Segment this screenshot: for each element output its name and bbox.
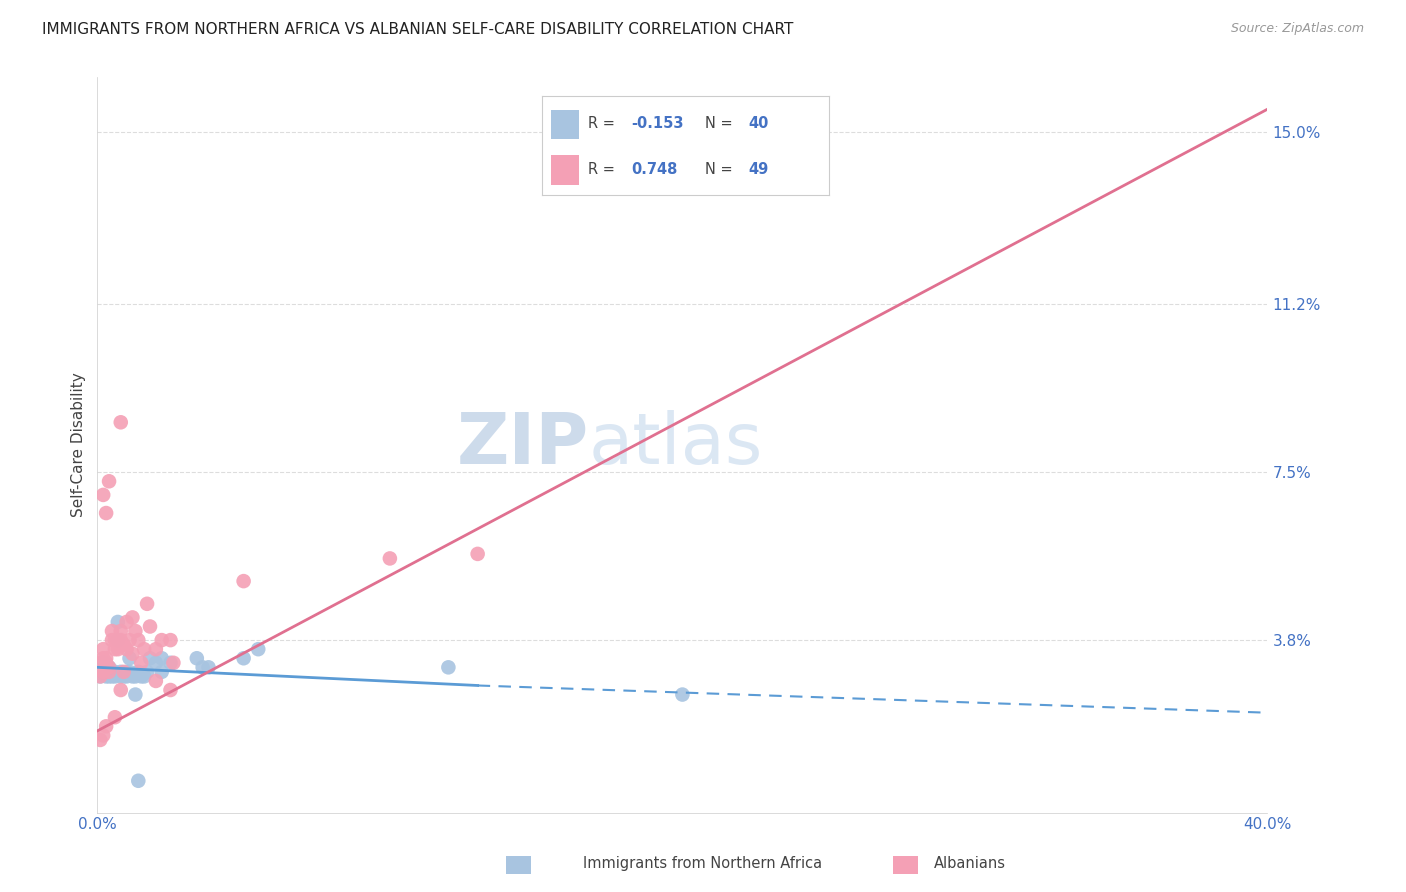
Point (150, 665, 173, 679)
Point (91, 665, 114, 679)
Point (247, 642, 270, 657)
Point (139, 619, 162, 633)
Point (134, 642, 156, 657)
Point (107, 642, 129, 657)
Point (197, 660, 219, 674)
Point (112, 669, 135, 683)
Point (115, 665, 138, 679)
Point (378, 551, 401, 566)
Point (101, 633, 124, 648)
Point (101, 669, 124, 683)
Point (89, 669, 111, 683)
Point (91, 728, 114, 742)
Point (94, 656, 117, 670)
Point (98, 475, 121, 489)
Text: Source: ZipAtlas.com: Source: ZipAtlas.com (1230, 22, 1364, 36)
Text: ZIP: ZIP (457, 410, 589, 480)
Point (232, 651, 254, 665)
Point (89, 656, 111, 670)
Point (104, 642, 127, 657)
Point (89, 733, 111, 747)
Point (127, 665, 149, 679)
Point (98, 665, 121, 679)
Point (110, 633, 132, 648)
Point (232, 574, 254, 588)
Point (91, 656, 114, 670)
Point (127, 633, 149, 648)
Point (94, 665, 117, 679)
Point (121, 610, 143, 624)
Point (150, 651, 173, 665)
Point (94, 669, 117, 683)
Point (150, 633, 173, 648)
Point (98, 660, 121, 674)
Point (110, 669, 132, 683)
Point (467, 547, 489, 561)
Point (159, 683, 181, 698)
Point (115, 615, 138, 629)
Point (145, 673, 167, 688)
Point (129, 656, 152, 670)
Point (145, 656, 167, 670)
Point (124, 669, 146, 683)
Point (136, 665, 159, 679)
Point (107, 633, 129, 648)
Point (91, 665, 114, 679)
Point (110, 683, 132, 698)
Point (104, 669, 127, 683)
Point (145, 642, 167, 657)
Point (159, 656, 181, 670)
Point (159, 633, 181, 648)
Point (104, 633, 127, 648)
Point (437, 660, 460, 674)
Point (118, 665, 141, 679)
Point (671, 688, 693, 702)
Point (124, 624, 146, 638)
Point (191, 660, 214, 674)
Text: atlas: atlas (589, 410, 763, 480)
Point (127, 773, 149, 788)
Point (118, 633, 141, 648)
Point (104, 710, 127, 724)
Point (134, 669, 156, 683)
Point (91, 651, 114, 665)
Point (110, 665, 132, 679)
Point (115, 642, 138, 657)
Point (112, 665, 135, 679)
Point (98, 669, 121, 683)
Point (124, 688, 146, 702)
Point (89, 660, 111, 674)
Point (583, 134, 606, 148)
Point (110, 624, 132, 638)
Point (89, 669, 111, 683)
Point (91, 642, 114, 657)
Point (104, 665, 127, 679)
Point (118, 651, 141, 665)
Point (107, 633, 129, 648)
Point (186, 651, 208, 665)
Point (112, 638, 135, 652)
Point (121, 669, 143, 683)
Point (136, 597, 159, 611)
Point (162, 656, 184, 670)
Point (94, 506, 117, 520)
Point (94, 719, 117, 733)
Point (101, 665, 124, 679)
Text: Albanians: Albanians (934, 856, 1007, 871)
Text: IMMIGRANTS FROM NORTHERN AFRICA VS ALBANIAN SELF-CARE DISABILITY CORRELATION CHA: IMMIGRANTS FROM NORTHERN AFRICA VS ALBAN… (42, 22, 793, 37)
Point (91, 488, 114, 502)
Point (107, 615, 129, 629)
Point (110, 415, 132, 429)
Point (115, 669, 138, 683)
Point (139, 651, 162, 665)
Point (129, 669, 152, 683)
Point (94, 651, 117, 665)
Point (121, 647, 143, 661)
Point (98, 660, 121, 674)
Point (101, 624, 124, 638)
Y-axis label: Self-Care Disability: Self-Care Disability (72, 373, 86, 517)
Text: Immigrants from Northern Africa: Immigrants from Northern Africa (583, 856, 823, 871)
